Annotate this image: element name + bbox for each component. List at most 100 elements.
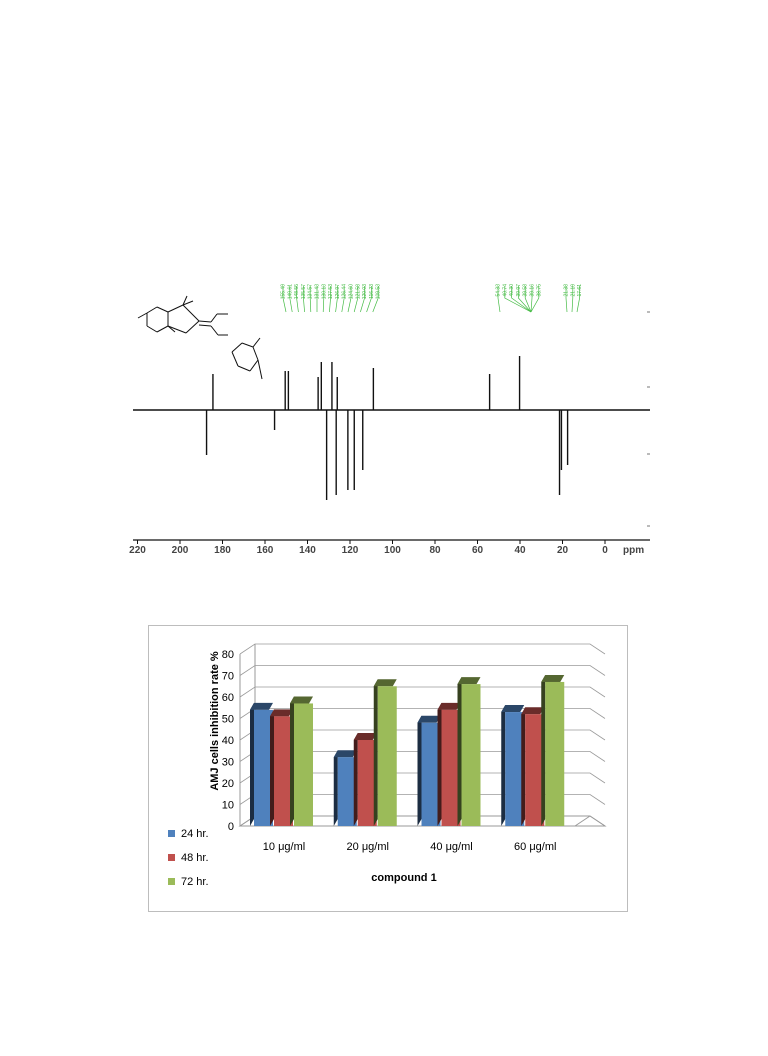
- peak-label: 38.75: [536, 284, 542, 297]
- bar-48-hr--3: [521, 707, 545, 826]
- peak-leader: [282, 286, 287, 313]
- peak-label: 149.61: [287, 284, 293, 300]
- peak-leader: [322, 286, 325, 313]
- peak-label: 109.53: [376, 284, 382, 300]
- bar-top: [417, 715, 441, 723]
- bar-24-hr--0: [250, 702, 273, 826]
- chart-legend: 24 hr. 48 hr. 72 hr.: [168, 828, 209, 888]
- bar-side: [417, 715, 422, 826]
- bar-top: [290, 696, 313, 704]
- spectrum-peaks: [205, 356, 569, 500]
- bar-top: [541, 674, 565, 682]
- bar-72-hr--3: [541, 674, 565, 826]
- bar-series: [250, 674, 565, 826]
- bar-top: [521, 707, 545, 715]
- peak-leader: [303, 286, 305, 313]
- peak-leader: [530, 286, 533, 313]
- ppm-tick-label: 0: [602, 545, 608, 556]
- bar-front: [254, 709, 273, 826]
- peak-leader: [530, 286, 540, 313]
- peak-leader: [504, 286, 532, 313]
- peak-label: 134.57: [308, 284, 314, 300]
- bar-side: [373, 679, 378, 826]
- floor-right-edge: [574, 815, 591, 827]
- y-tick-label: 50: [222, 714, 234, 726]
- peak-label: 40.74: [502, 284, 508, 297]
- y-tick-label: 80: [222, 649, 234, 661]
- peak-leader: [347, 286, 352, 313]
- ppm-tick-label: 160: [257, 545, 274, 556]
- peak-label: 54.33: [496, 284, 502, 297]
- peak-leader: [372, 286, 379, 313]
- legend-label: 48 hr.: [181, 852, 209, 864]
- peak-leader: [289, 286, 293, 313]
- bar-top: [250, 702, 273, 710]
- gridline-5: [239, 708, 606, 719]
- bar-72-hr--0: [290, 696, 313, 826]
- bar-front: [545, 681, 565, 826]
- bar-front: [505, 712, 525, 826]
- peak-leader: [366, 286, 372, 313]
- nmr-spectrum: 155.49 149.61 148.55 135.57 134.57 131.43 130.…: [129, 284, 650, 556]
- bar-72-hr--2: [457, 677, 481, 826]
- peak-leader: [309, 286, 312, 313]
- peak-label-leaders: [282, 286, 580, 313]
- peak-label: 126.97: [335, 284, 341, 300]
- ppm-tick-label: 40: [514, 545, 526, 556]
- y-tick-label: 30: [222, 757, 234, 769]
- bar-top: [373, 679, 397, 687]
- bar-front: [377, 686, 397, 826]
- x-category-label: 20 μg/ml: [347, 841, 389, 853]
- peak-leader: [341, 286, 345, 313]
- peak-label: 21.38: [564, 284, 570, 297]
- ppm-tick-label: 80: [429, 545, 441, 556]
- peak-label: 124.60: [349, 284, 355, 300]
- peak-leader: [565, 286, 568, 313]
- bar-front: [441, 709, 461, 826]
- peak-label: 135.57: [301, 284, 307, 300]
- peak-leader: [353, 286, 359, 313]
- gridline-8: [239, 643, 606, 655]
- x-category-label: 10 μg/ml: [263, 841, 305, 853]
- peak-leader: [497, 286, 501, 313]
- peak-label: 131.43: [315, 284, 321, 300]
- y-tick-label: 10: [222, 800, 234, 812]
- peak-label: 120.03: [362, 284, 368, 300]
- legend-swatch: [168, 854, 175, 861]
- bar-front: [274, 716, 293, 826]
- legend-label: 24 hr.: [181, 828, 209, 840]
- ppm-unit-label: ppm: [623, 545, 644, 556]
- peak-label: 21.19: [570, 284, 576, 297]
- bar-48-hr--1: [353, 733, 377, 826]
- ppm-axis-ticks: 220 200 180 160 140 120 100 80 60 40 20 0: [129, 540, 608, 556]
- bar-front: [461, 684, 481, 826]
- ppm-tick-label: 220: [129, 545, 146, 556]
- peak-leader: [511, 286, 532, 313]
- gridline-7: [239, 665, 606, 676]
- peak-labels: 155.49 149.61 148.55 135.57 134.57 131.43 130.…: [281, 284, 584, 300]
- peak-leader: [296, 286, 299, 313]
- bar-side: [353, 733, 358, 826]
- bar-72-hr--1: [373, 679, 397, 826]
- ppm-tick-label: 100: [384, 545, 401, 556]
- y-tick-label: 60: [222, 692, 234, 704]
- peak-leader: [524, 286, 532, 313]
- peak-label: 39.16: [530, 284, 536, 297]
- peak-label: 40.30: [509, 284, 515, 297]
- peak-label: 126.44: [342, 284, 348, 300]
- y-tick-label: 40: [222, 735, 234, 747]
- bar-top: [353, 733, 377, 740]
- y-axis-title: AMJ cells inhibition rate %: [209, 651, 221, 791]
- bar-front: [421, 722, 441, 826]
- ppm-tick-label: 60: [472, 545, 484, 556]
- x-category-label: 40 μg/ml: [430, 841, 472, 853]
- peak-label: 39.97: [516, 284, 522, 297]
- bar-side: [270, 709, 274, 826]
- x-axis-title: compound 1: [371, 872, 436, 884]
- bar-front: [337, 757, 357, 826]
- molecule-structure-icon: [137, 295, 263, 380]
- peak-label: 130.13: [321, 284, 327, 300]
- ppm-tick-label: 200: [172, 545, 189, 556]
- ppm-tick-label: 20: [557, 545, 569, 556]
